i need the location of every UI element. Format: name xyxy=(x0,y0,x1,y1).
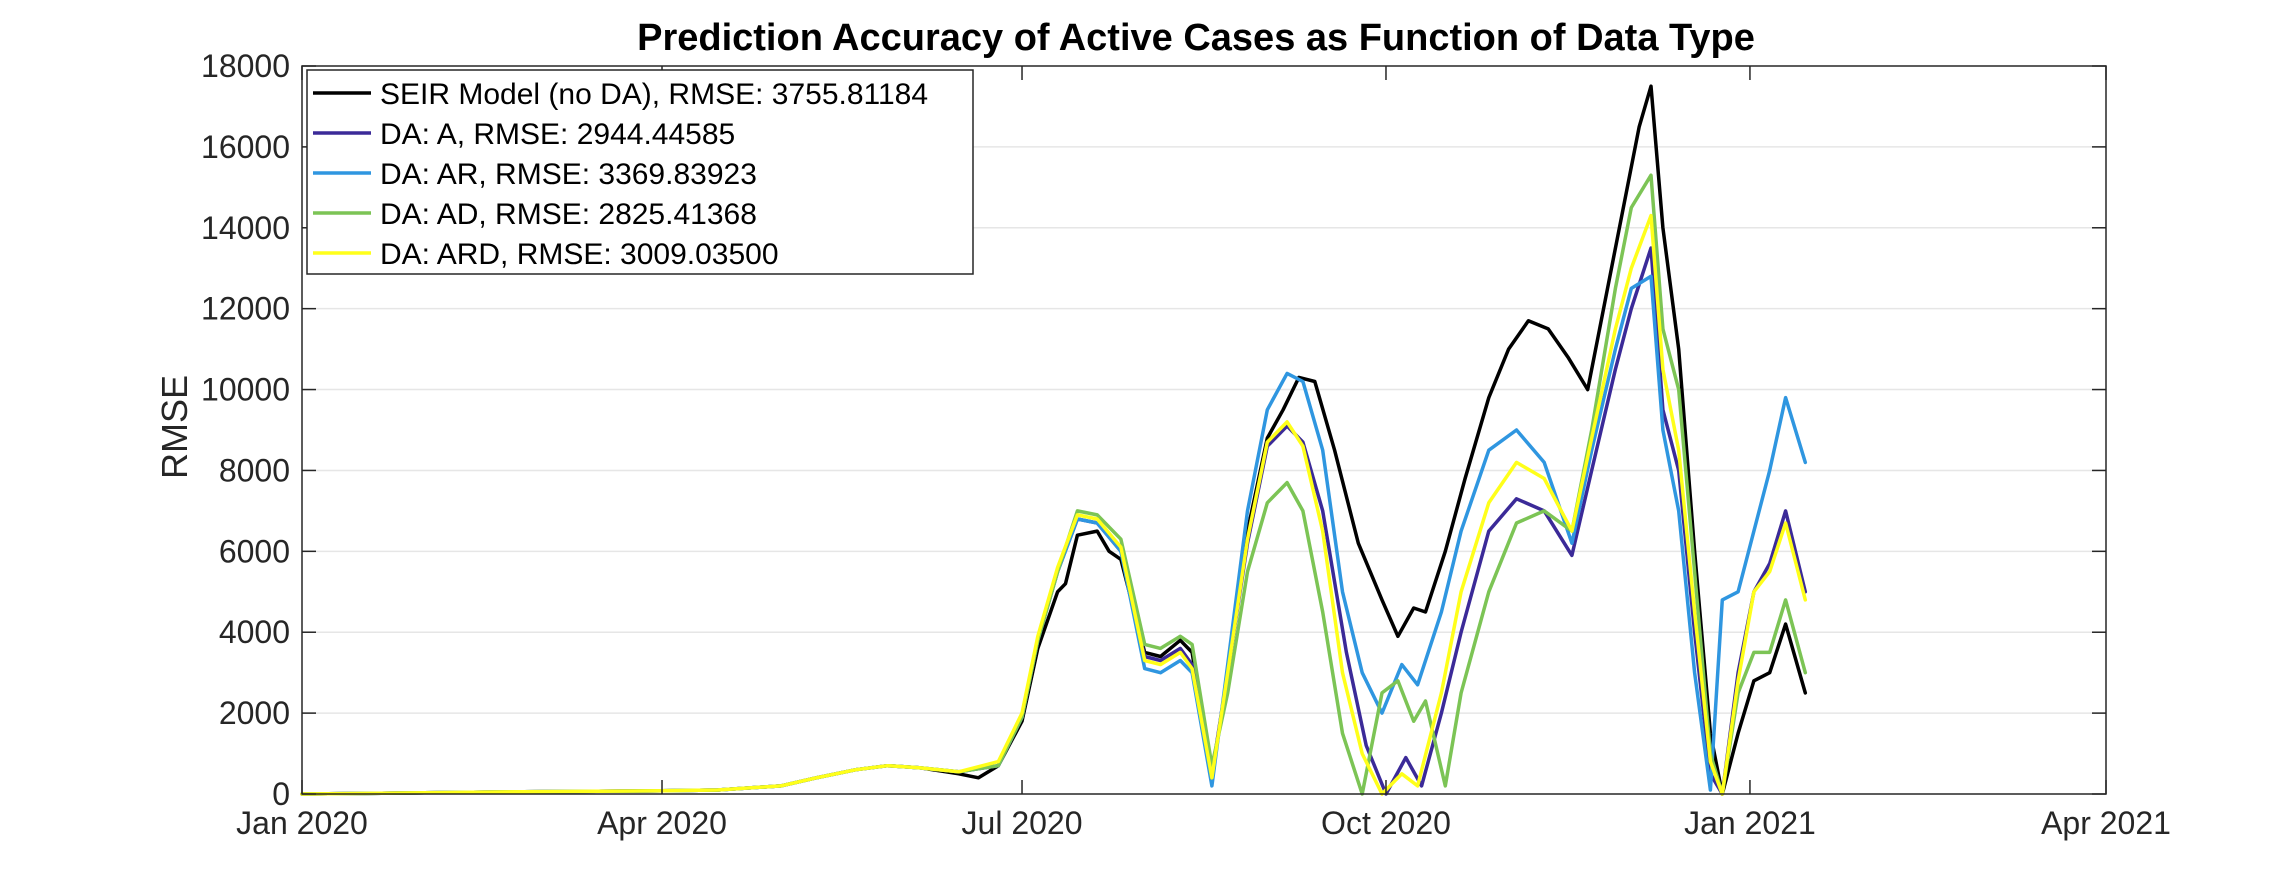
y-tick-label: 4000 xyxy=(219,614,290,650)
legend-box xyxy=(306,69,974,275)
x-tick-label: Jan 2021 xyxy=(1684,805,1816,841)
series-line-4 xyxy=(300,213,1808,796)
y-tick-label: 2000 xyxy=(219,695,290,731)
legend-label: DA: AR, RMSE: 3369.83923 xyxy=(380,158,757,191)
y-tick-label: 10000 xyxy=(201,372,290,408)
y-tick-label: 14000 xyxy=(201,210,290,246)
y-tick-label: 18000 xyxy=(201,48,290,84)
legend-label: DA: A, RMSE: 2944.44585 xyxy=(380,118,735,151)
series-lines xyxy=(300,84,1808,796)
legend-label: DA: AD, RMSE: 2825.41368 xyxy=(380,198,757,231)
chart-title: Prediction Accuracy of Active Cases as F… xyxy=(637,17,1755,59)
legend-label: SEIR Model (no DA), RMSE: 3755.81184 xyxy=(380,78,928,111)
axis-ticks: 0 2000 4000 6000 8000 10000 12000 14000 16000 180… xyxy=(201,48,2171,841)
y-tick-label: 12000 xyxy=(201,291,290,327)
plot-frame xyxy=(301,65,2107,795)
legend-label: DA: ARD, RMSE: 3009.03500 xyxy=(380,238,779,271)
x-tick-label: Jul 2020 xyxy=(962,805,1083,841)
x-tick-label: Oct 2020 xyxy=(1321,805,1451,841)
y-axis-label: RMSE xyxy=(154,375,195,479)
y-tick-label: 16000 xyxy=(201,129,290,165)
y-tick-label: 8000 xyxy=(219,452,290,488)
x-tick-label: Apr 2021 xyxy=(2041,805,2171,841)
legend: SEIR Model (no DA), RMSE: 3755.81184 DA: … xyxy=(306,69,974,275)
x-tick-label: Apr 2020 xyxy=(597,805,727,841)
y-tick-label: 6000 xyxy=(219,533,290,569)
x-tick-label: Jan 2020 xyxy=(236,805,368,841)
y-tick-label: 0 xyxy=(272,776,290,812)
